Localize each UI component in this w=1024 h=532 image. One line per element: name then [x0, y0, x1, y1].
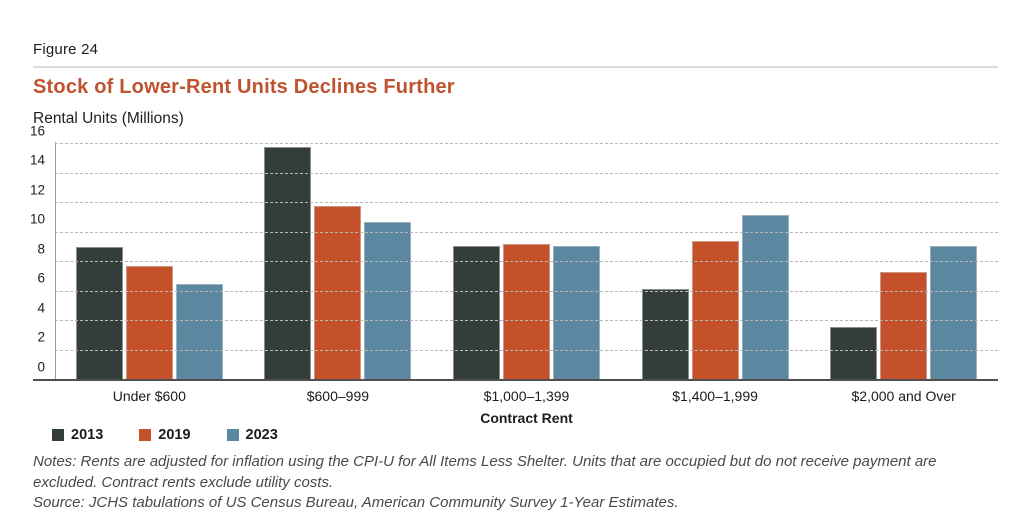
y-tick-label-6: 6 — [37, 270, 45, 286]
y-tick-label-4: 4 — [37, 299, 45, 315]
x-axis-line — [33, 379, 998, 381]
bar-group-2 — [244, 144, 433, 380]
x-category-labels: Under $600 $600–999 $1,000–1,399 $1,400–1,9… — [55, 388, 998, 404]
y-tick-label-2: 2 — [37, 329, 45, 345]
source-text: Source: JCHS tabulations of US Census Bu… — [33, 494, 679, 512]
gridline-14 — [55, 172, 998, 174]
x-category-label-5: $2,000 and Over — [851, 388, 956, 404]
y-tick-label-10: 10 — [29, 211, 45, 227]
gridline-4 — [55, 320, 998, 321]
bar-2023 — [552, 245, 600, 380]
legend-item-2013: 2013 — [52, 427, 103, 443]
gridline-12 — [55, 202, 998, 203]
gridline-8 — [55, 261, 998, 262]
bar-2013 — [452, 245, 500, 380]
gridline-16 — [55, 143, 998, 144]
notes-text: Notes: Rents are adjusted for inflation … — [33, 453, 937, 491]
legend-swatch-icon — [139, 429, 152, 441]
plot-area: 0 2 4 6 8 10 12 14 16 — [30, 124, 998, 381]
bar-2013 — [830, 326, 878, 380]
x-category-label-2: $600–999 — [306, 388, 370, 404]
bar-group-1 — [55, 144, 244, 380]
bar-2013 — [75, 247, 123, 380]
y-tick-label-12: 12 — [29, 181, 45, 197]
legend: 2013 2019 2023 — [52, 427, 278, 443]
legend-label: 2019 — [158, 427, 191, 443]
x-category-label-1: Under $600 — [112, 388, 186, 404]
y-axis-title: Rental Units (Millions) — [33, 110, 184, 127]
chart-title: Stock of Lower-Rent Units Declines Furth… — [33, 76, 455, 98]
bar-2019 — [502, 244, 550, 380]
figure-label: Figure 24 — [33, 41, 99, 58]
bar-2019 — [691, 241, 739, 380]
bar-2019 — [314, 205, 362, 380]
x-category-label-3: $1,000–1,399 — [483, 388, 570, 404]
bar-groups — [55, 144, 998, 380]
y-tick-label-16: 16 — [29, 122, 45, 138]
bar-2023 — [364, 222, 412, 380]
legend-label: 2023 — [245, 427, 278, 443]
bar-group-5 — [809, 144, 998, 380]
bar-2019 — [880, 272, 928, 380]
notes-block: Notes: Rents are adjusted for inflation … — [33, 452, 995, 514]
gridline-6 — [55, 290, 998, 292]
legend-label: 2013 — [71, 427, 104, 443]
bar-2019 — [125, 266, 173, 380]
x-axis-title: Contract Rent — [480, 410, 573, 426]
bar-group-4 — [621, 144, 810, 380]
bar-2023 — [175, 284, 223, 380]
y-tick-label-14: 14 — [29, 152, 45, 168]
divider-line — [33, 66, 998, 68]
x-category-label-4: $1,400–1,999 — [672, 388, 758, 404]
legend-item-2023: 2023 — [226, 427, 278, 443]
bar-2023 — [741, 214, 789, 380]
bar-2023 — [930, 245, 978, 380]
y-tick-label-8: 8 — [37, 240, 45, 256]
legend-item-2019: 2019 — [139, 427, 191, 443]
legend-swatch-icon — [226, 429, 239, 441]
gridline-2 — [55, 349, 998, 351]
y-tick-label-0: 0 — [37, 358, 45, 374]
bar-2013 — [641, 288, 689, 380]
gridline-10 — [55, 231, 998, 233]
bar-group-3 — [432, 144, 621, 380]
bar-2013 — [264, 146, 312, 380]
legend-swatch-icon — [52, 429, 64, 441]
